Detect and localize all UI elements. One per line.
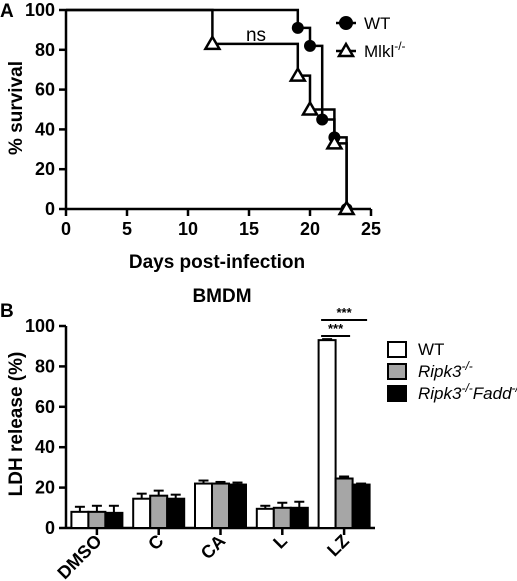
legend-ripk3-fadd-swatch (387, 385, 407, 402)
bar (104, 511, 124, 529)
bar (194, 482, 213, 529)
chart-title: BMDM (192, 286, 251, 307)
x-tick-label: 5 (122, 219, 132, 239)
y-axis-label-b: LDH release (%) (6, 352, 27, 497)
legend-wt-label-b: WT (418, 340, 444, 359)
y-tick-label: 60 (35, 80, 55, 100)
y-tick-label-b: 60 (35, 397, 55, 417)
category-label: LZ (323, 531, 353, 561)
x-tick-label: 25 (361, 219, 381, 239)
bar (87, 510, 107, 529)
legend-ripk3-swatch (387, 363, 407, 380)
bar (289, 506, 309, 529)
x-tick-label: 0 (61, 219, 71, 239)
panel-b-label: B (0, 301, 14, 322)
y-tick-label: 100 (25, 0, 55, 20)
bar (334, 477, 354, 530)
y-tick-label-b: 100 (25, 316, 55, 336)
mlkl-point (203, 34, 222, 51)
y-tick-label-b: 0 (45, 518, 55, 538)
wt-point (304, 39, 316, 52)
legend-wt-label: WT (364, 14, 390, 33)
x-axis-label: Days post-infection (129, 252, 305, 273)
y-tick-label-b: 40 (35, 437, 55, 457)
category-label: DMSO (53, 531, 105, 581)
bar (228, 483, 247, 530)
y-tick-label: 80 (35, 40, 55, 60)
survival-plot-area: 0 20 40 60 80 100 0 5 10 15 20 25 (25, 0, 381, 239)
panel-a-survival-chart: A 0 20 40 60 80 100 0 5 10 15 20 25 Days post-infec… (0, 0, 406, 273)
mlkl-point (288, 66, 307, 82)
panel-a-label: A (0, 1, 14, 22)
legend-wt-swatch (387, 341, 407, 358)
x-tick-label: 20 (300, 219, 320, 239)
mlkl-point (337, 199, 356, 216)
significance-label: *** (328, 321, 344, 336)
legend-mlkl-label: Mlkl-/- (364, 39, 406, 61)
legend-ripk3-label: Ripk3-/- (418, 359, 473, 381)
y-tick-label: 40 (35, 119, 55, 139)
bar (70, 510, 90, 529)
legend-b: WT Ripk3-/- Ripk3-/-Fadd-/- (387, 340, 517, 403)
bar (272, 506, 292, 529)
bar (351, 483, 371, 530)
legend-mlkl-marker-icon (336, 41, 356, 58)
bar (317, 339, 337, 530)
mlkl-point (325, 133, 344, 150)
bar (132, 497, 152, 529)
bar (211, 482, 230, 529)
bar-plot-area: 0 20 40 60 80 100 DMSO C CA L LZ ****** (25, 305, 375, 581)
category-label: C (144, 531, 167, 554)
x-tick-label: 15 (239, 219, 259, 239)
y-tick-label: 0 (45, 199, 55, 219)
x-tick-label: 10 (178, 219, 198, 239)
y-axis-label: % survival (6, 61, 27, 155)
panel-b-ldh-chart: B BMDM 0 20 40 60 80 100 DMSO C CA L LZ ****** LDH … (0, 286, 517, 581)
category-label: L (269, 531, 291, 553)
bar (255, 507, 275, 529)
y-tick-label: 20 (35, 159, 55, 179)
category-label: CA (197, 531, 230, 564)
y-tick-label-b: 80 (35, 356, 55, 376)
legend-a: WT Mlkl-/- (336, 14, 406, 61)
bar (166, 497, 186, 529)
significance-label: *** (337, 305, 353, 320)
bar (149, 494, 169, 529)
ns-annotation: ns (246, 25, 266, 46)
y-tick-label-b: 20 (35, 478, 55, 498)
wt-point (291, 21, 304, 34)
legend-ripk3-fadd-label: Ripk3-/-Fadd-/- (418, 381, 517, 403)
mlkl-point (300, 100, 320, 116)
wt-point (316, 113, 329, 126)
